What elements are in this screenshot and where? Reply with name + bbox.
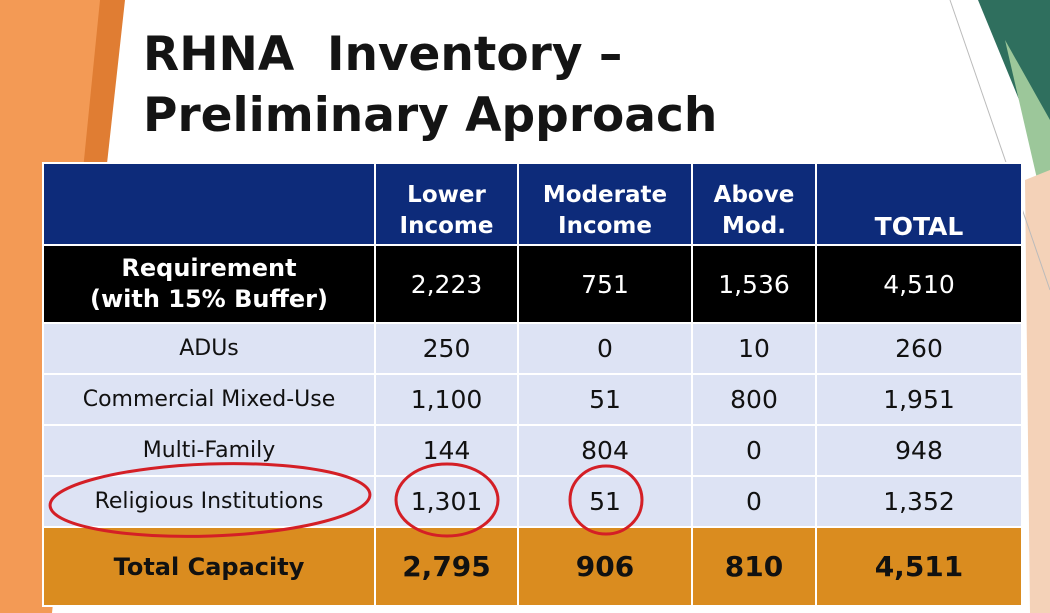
cell-moderate: 51 — [517, 373, 693, 426]
cell-above: 800 — [691, 373, 817, 426]
cell-total: 260 — [815, 322, 1023, 375]
cell-above: 0 — [691, 424, 817, 477]
header-row: Lower Income Moderate Income Above Mod. TOT… — [42, 162, 1023, 246]
cell-moderate: 804 — [517, 424, 693, 477]
capacity-moderate: 906 — [517, 526, 693, 607]
page-title: RHNA Inventory – Preliminary Approach — [143, 24, 717, 146]
cell-total: 948 — [815, 424, 1023, 477]
rhna-inventory-table: Lower Income Moderate Income Above Mod. TOT… — [42, 162, 1023, 607]
requirement-lower: 2,223 — [374, 244, 519, 324]
requirement-row: Requirement (with 15% Buffer) 2,223 751 … — [42, 244, 1023, 324]
title-line-1: RHNA Inventory – — [143, 27, 623, 82]
total-capacity-label: Total Capacity — [42, 526, 376, 607]
cell-total: 1,951 — [815, 373, 1023, 426]
cell-lower: 144 — [374, 424, 519, 477]
row-label-adus: ADUs — [42, 322, 376, 375]
header-total: TOTAL — [815, 162, 1023, 246]
cell-above: 10 — [691, 322, 817, 375]
peach-accent — [1025, 170, 1050, 613]
header-moderate-income: Moderate Income — [517, 162, 693, 246]
cell-total: 1,352 — [815, 475, 1023, 528]
table-row: Religious Institutions 1,301 51 0 1,352 — [42, 475, 1023, 528]
requirement-moderate: 751 — [517, 244, 693, 324]
capacity-lower: 2,795 — [374, 526, 519, 607]
total-capacity-row: Total Capacity 2,795 906 810 4,511 — [42, 526, 1023, 607]
capacity-above: 810 — [691, 526, 817, 607]
row-label-commercial-mixed-use: Commercial Mixed-Use — [42, 373, 376, 426]
cell-above: 0 — [691, 475, 817, 528]
requirement-label: Requirement (with 15% Buffer) — [42, 244, 376, 324]
title-line-2: Preliminary Approach — [143, 88, 718, 143]
cell-lower: 1,100 — [374, 373, 519, 426]
table-row: ADUs 250 0 10 260 — [42, 322, 1023, 375]
header-above-moderate: Above Mod. — [691, 162, 817, 246]
cell-moderate: 51 — [517, 475, 693, 528]
header-lower-income: Lower Income — [374, 162, 519, 246]
table-row: Multi-Family 144 804 0 948 — [42, 424, 1023, 477]
cell-lower: 1,301 — [374, 475, 519, 528]
capacity-total: 4,511 — [815, 526, 1023, 607]
row-label-religious-institutions: Religious Institutions — [42, 475, 376, 528]
requirement-above: 1,536 — [691, 244, 817, 324]
requirement-total: 4,510 — [815, 244, 1023, 324]
table-row: Commercial Mixed-Use 1,100 51 800 1,951 — [42, 373, 1023, 426]
header-blank-cell — [42, 162, 376, 246]
thin-divider-line — [949, 0, 1050, 291]
cell-moderate: 0 — [517, 322, 693, 375]
row-label-multi-family: Multi-Family — [42, 424, 376, 477]
cell-lower: 250 — [374, 322, 519, 375]
